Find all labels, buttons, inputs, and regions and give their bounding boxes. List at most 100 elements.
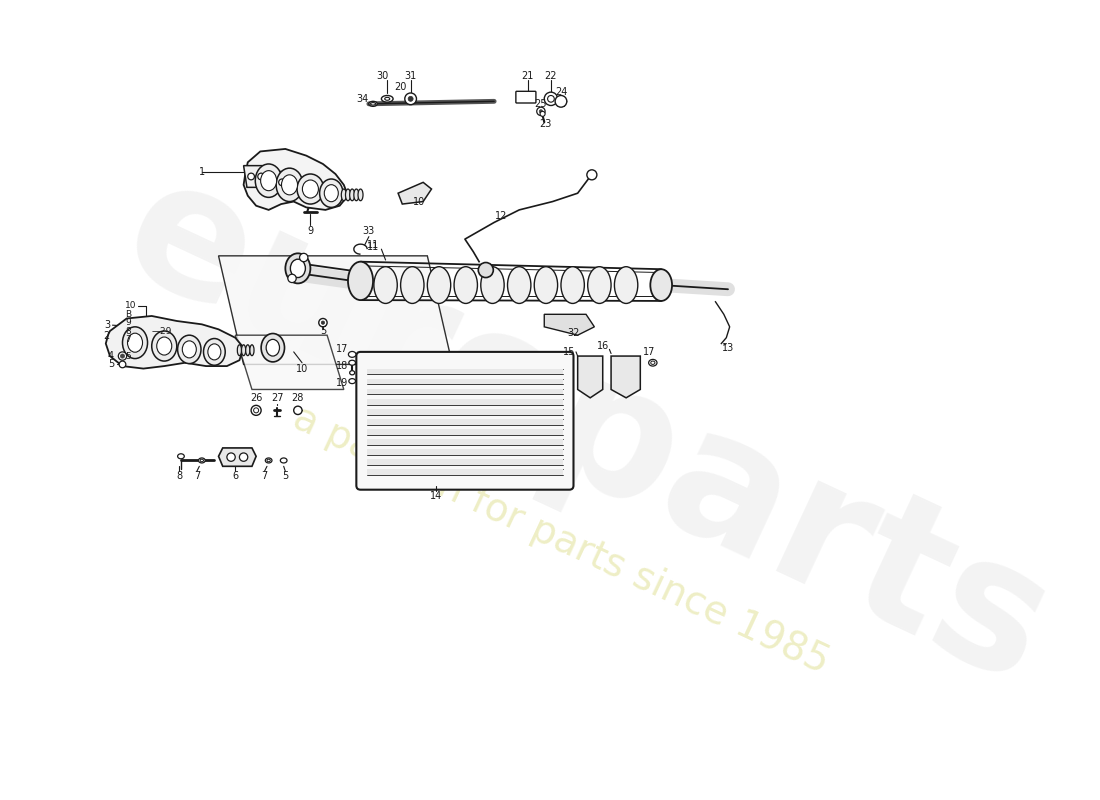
Ellipse shape — [368, 102, 377, 106]
Polygon shape — [578, 356, 603, 398]
Ellipse shape — [649, 359, 657, 366]
Circle shape — [544, 92, 558, 106]
Ellipse shape — [238, 345, 242, 356]
Ellipse shape — [651, 361, 654, 365]
Polygon shape — [367, 378, 562, 385]
Circle shape — [548, 95, 554, 102]
Ellipse shape — [297, 174, 323, 204]
Polygon shape — [367, 449, 562, 454]
Ellipse shape — [208, 344, 221, 360]
Circle shape — [240, 453, 248, 462]
Ellipse shape — [348, 262, 373, 300]
Polygon shape — [106, 316, 243, 369]
Text: 7: 7 — [194, 471, 200, 482]
Text: 8: 8 — [125, 326, 131, 335]
Text: 10: 10 — [412, 197, 425, 206]
Ellipse shape — [650, 270, 672, 301]
Ellipse shape — [382, 95, 393, 102]
Text: 27: 27 — [271, 393, 284, 403]
Ellipse shape — [183, 341, 196, 358]
Polygon shape — [219, 448, 256, 466]
Text: 9: 9 — [307, 226, 314, 236]
Circle shape — [120, 354, 124, 358]
Circle shape — [299, 254, 308, 262]
Text: 5: 5 — [125, 351, 131, 361]
Text: 7: 7 — [262, 471, 267, 482]
Ellipse shape — [276, 168, 303, 202]
Polygon shape — [235, 335, 344, 390]
Ellipse shape — [122, 327, 147, 358]
Ellipse shape — [152, 331, 177, 361]
Circle shape — [539, 110, 542, 113]
Ellipse shape — [198, 458, 206, 463]
Text: 17: 17 — [336, 344, 348, 354]
Text: 19: 19 — [336, 378, 348, 388]
Text: 32: 32 — [568, 328, 580, 338]
Ellipse shape — [265, 458, 272, 463]
Ellipse shape — [282, 175, 297, 195]
Ellipse shape — [358, 189, 363, 201]
Circle shape — [119, 361, 125, 368]
Circle shape — [478, 262, 493, 278]
Ellipse shape — [204, 338, 226, 366]
Ellipse shape — [245, 345, 250, 356]
Ellipse shape — [349, 351, 356, 358]
Text: 26: 26 — [250, 393, 262, 403]
Ellipse shape — [302, 180, 318, 198]
Circle shape — [257, 173, 264, 180]
Circle shape — [556, 95, 566, 107]
Circle shape — [248, 173, 254, 180]
Polygon shape — [367, 369, 562, 374]
Ellipse shape — [349, 360, 355, 366]
Polygon shape — [367, 458, 562, 465]
Text: 33: 33 — [363, 226, 375, 236]
Ellipse shape — [280, 458, 287, 463]
Text: 23: 23 — [540, 119, 552, 129]
Ellipse shape — [290, 259, 306, 278]
Circle shape — [540, 111, 546, 116]
Text: 12: 12 — [495, 210, 507, 221]
Text: 3: 3 — [103, 320, 110, 330]
Ellipse shape — [561, 266, 584, 303]
Text: 20: 20 — [395, 82, 407, 92]
Text: —29: —29 — [152, 326, 172, 335]
Circle shape — [251, 406, 261, 415]
Ellipse shape — [200, 459, 204, 462]
Text: 10: 10 — [296, 363, 308, 374]
Ellipse shape — [320, 179, 343, 207]
Ellipse shape — [266, 339, 279, 356]
Text: 14: 14 — [430, 491, 442, 502]
Polygon shape — [243, 149, 348, 210]
Ellipse shape — [481, 266, 504, 303]
Ellipse shape — [261, 334, 285, 362]
Ellipse shape — [345, 189, 351, 201]
Ellipse shape — [371, 102, 375, 105]
Text: B: B — [125, 310, 131, 319]
Text: 21: 21 — [521, 71, 534, 82]
Text: a passion for parts since 1985: a passion for parts since 1985 — [287, 398, 835, 681]
Ellipse shape — [350, 189, 354, 201]
Polygon shape — [264, 171, 289, 194]
Text: 24: 24 — [554, 87, 568, 97]
Text: 34: 34 — [356, 94, 369, 104]
Polygon shape — [367, 438, 562, 445]
Polygon shape — [367, 398, 562, 405]
Text: 9: 9 — [125, 318, 131, 327]
Ellipse shape — [349, 378, 355, 384]
Polygon shape — [367, 389, 562, 394]
Ellipse shape — [261, 170, 277, 190]
Text: 16: 16 — [596, 341, 608, 351]
Text: 8: 8 — [176, 471, 183, 482]
Ellipse shape — [385, 98, 389, 100]
Ellipse shape — [454, 266, 477, 303]
Ellipse shape — [324, 185, 339, 202]
Ellipse shape — [587, 266, 612, 303]
Circle shape — [254, 408, 258, 413]
Circle shape — [587, 170, 597, 180]
Text: 1: 1 — [199, 167, 205, 178]
Circle shape — [408, 96, 414, 102]
Text: 5: 5 — [283, 471, 288, 482]
Ellipse shape — [255, 164, 282, 198]
Circle shape — [288, 274, 296, 282]
Text: 2: 2 — [103, 331, 110, 341]
